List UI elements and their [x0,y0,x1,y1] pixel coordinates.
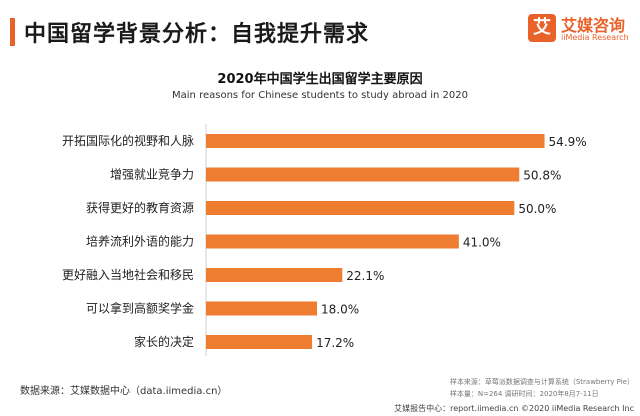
category-label: 增强就业竞争力 [110,168,194,182]
category-label: 培养流利外语的能力 [86,234,194,249]
data-source: 数据来源：艾媒数据中心（data.iimedia.cn） [20,386,228,397]
report-center-footer: 艾媒报告中心：report.iimedia.cn ©2020 iiMedia R… [394,404,634,413]
data-label: 22.1% [346,269,384,283]
data-label: 50.0% [518,202,556,216]
bar [206,234,459,249]
data-label: 17.2% [316,336,354,350]
data-label: 50.8% [523,169,561,183]
bar [206,268,343,282]
data-label: 41.0% [463,236,501,250]
category-label: 开拓国际化的视野和人脉 [62,133,194,148]
bar [206,134,545,148]
bar [206,167,520,182]
logo-english-name: iiMedia Research [561,33,629,42]
category-label: 可以拿到高额奖学金 [86,301,194,316]
sample-size-date: 样本量：N=264 调研时间：2020年8月7-11日 [449,390,599,398]
bar [206,201,515,215]
sample-info: 样本来源：草莓派数据调查与计算系统（Strawberry Pie） 样本量：N=… [450,376,634,400]
data-label: 18.0% [321,303,359,317]
category-label: 获得更好的教育资源 [86,200,194,215]
sample-source: 样本来源：草莓派数据调查与计算系统（Strawberry Pie） [449,378,634,386]
chart-title: 2020年中国学生出国留学主要原因 [217,72,423,87]
title-accent-bar [10,18,15,46]
category-label: 更好融入当地社会和移民 [62,267,194,282]
page-title: 中国留学背景分析：自我提升需求 [24,22,370,47]
data-label: 54.9% [549,135,587,149]
category-label: 家长的决定 [134,334,194,349]
bar [206,301,317,316]
chart-subtitle: Main reasons for Chinese students to stu… [172,90,468,101]
logo-chinese-name: 艾媒咨询 [561,16,626,35]
iimedia-logo: 艾 艾媒咨询 iiMedia Research [528,12,632,48]
logo-mark-icon: 艾 [528,14,556,42]
bar [206,335,313,349]
